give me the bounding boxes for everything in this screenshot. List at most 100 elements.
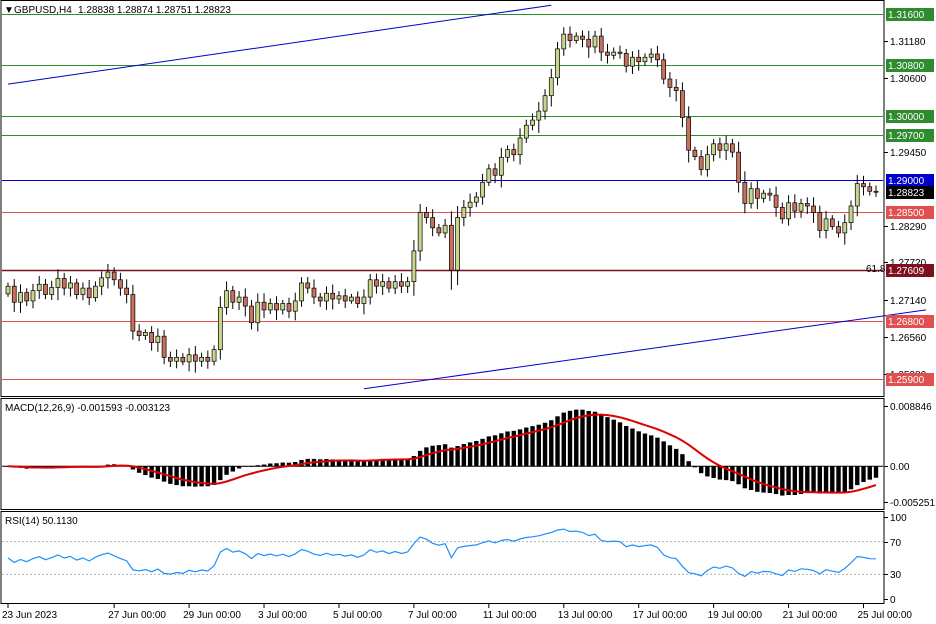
macd-bar bbox=[536, 424, 541, 467]
candle bbox=[511, 143, 517, 162]
macd-bar bbox=[530, 426, 535, 467]
candle bbox=[873, 185, 879, 197]
macd-bar bbox=[230, 466, 236, 472]
bear-candle-body bbox=[286, 303, 292, 312]
candle bbox=[449, 211, 454, 290]
candle bbox=[274, 296, 279, 320]
bear-candle-body bbox=[74, 282, 80, 295]
candle bbox=[186, 348, 192, 372]
bear-candle-body bbox=[492, 168, 498, 176]
macd-bar bbox=[130, 466, 136, 470]
candle bbox=[361, 289, 367, 315]
price-tick-label: 1.29450 bbox=[890, 148, 927, 159]
candle bbox=[692, 146, 698, 161]
macd-bar bbox=[574, 409, 579, 467]
bull-candle-body bbox=[798, 203, 804, 212]
bear-candle-body bbox=[586, 38, 592, 48]
candle bbox=[249, 299, 254, 330]
macd-bar bbox=[605, 417, 610, 467]
candle bbox=[280, 299, 286, 315]
candle bbox=[436, 223, 442, 237]
bull-candle-body bbox=[380, 281, 386, 287]
macd-bar bbox=[499, 433, 504, 467]
macd-bar bbox=[661, 441, 666, 467]
bull-candle-body bbox=[405, 281, 411, 287]
macd-bar bbox=[642, 433, 648, 467]
bear-candle-body bbox=[773, 194, 779, 208]
candle bbox=[467, 193, 473, 217]
candle bbox=[80, 282, 86, 301]
bear-candle-body bbox=[149, 332, 154, 343]
bull-candle-body bbox=[592, 35, 598, 48]
bull-candle-body bbox=[155, 335, 161, 343]
candle bbox=[717, 137, 723, 159]
price-level-tags: 1.31600 1.30800 1.30000 1.29700 1.290001.288… bbox=[886, 8, 934, 386]
candle bbox=[442, 218, 448, 239]
bear-candle-body bbox=[567, 33, 573, 41]
price-panel[interactable]: 1.31180 1.30600 1.29450 1.28290 1.27720 1.271… bbox=[0, 0, 934, 397]
candle bbox=[374, 273, 379, 294]
macd-bar bbox=[211, 466, 217, 485]
macd-bar bbox=[611, 419, 616, 467]
macd-bar bbox=[143, 466, 148, 476]
bear-candle-body bbox=[136, 330, 142, 336]
candle bbox=[330, 284, 336, 310]
bear-candle-body bbox=[436, 227, 442, 234]
macd-bar bbox=[592, 411, 598, 467]
candle bbox=[43, 279, 48, 300]
candle bbox=[267, 298, 273, 314]
candle bbox=[773, 186, 779, 217]
bear-candle-body bbox=[623, 53, 629, 67]
macd-bar bbox=[399, 458, 404, 467]
level-tag-text: 1.30000 bbox=[888, 112, 925, 123]
candle bbox=[854, 175, 860, 217]
macd-bar bbox=[442, 444, 448, 467]
candle bbox=[517, 128, 523, 165]
macd-panel[interactable]: 0.008846 0.00 -0.005251 MACD(12,26,9) -0.0… bbox=[0, 398, 935, 510]
time-tick-label: 21 Jul 00:00 bbox=[783, 610, 838, 621]
price-tick-label: 1.28290 bbox=[890, 222, 927, 233]
macd-bar bbox=[836, 466, 841, 493]
bear-candle-body bbox=[24, 292, 30, 302]
bear-candle-body bbox=[118, 279, 123, 289]
macd-bar bbox=[736, 466, 741, 485]
candle bbox=[542, 89, 548, 120]
price-levels bbox=[2, 14, 883, 380]
macd-bar bbox=[492, 435, 498, 467]
candle bbox=[130, 284, 136, 340]
macd-bar bbox=[386, 458, 392, 467]
bear-candle-body bbox=[779, 206, 785, 220]
bull-candle-body bbox=[761, 192, 766, 199]
candle bbox=[573, 32, 579, 44]
macd-bar bbox=[755, 466, 760, 492]
candle bbox=[55, 269, 61, 301]
candle bbox=[405, 276, 411, 293]
candle bbox=[155, 328, 161, 352]
rsi-axis: 100 70 30 0 bbox=[884, 513, 907, 606]
macd-bar bbox=[798, 466, 804, 494]
bear-candle-body bbox=[249, 305, 254, 324]
macd-axis: 0.008846 0.00 -0.005251 bbox=[884, 402, 935, 509]
rsi-panel[interactable]: 100 70 30 0 RSI(14) 50.1130 bbox=[0, 511, 907, 607]
macd-bar bbox=[318, 459, 323, 467]
macd-bar bbox=[855, 466, 860, 486]
candle bbox=[742, 171, 748, 214]
bull-candle-body bbox=[467, 201, 473, 208]
macd-bar bbox=[174, 466, 179, 486]
candle bbox=[136, 324, 142, 342]
candle bbox=[205, 350, 211, 369]
candle bbox=[623, 48, 629, 73]
candle bbox=[661, 53, 667, 85]
macd-bar bbox=[542, 422, 548, 467]
candle bbox=[836, 220, 841, 238]
candle bbox=[161, 329, 167, 365]
candle bbox=[311, 279, 317, 304]
bear-candle-body bbox=[386, 281, 392, 289]
candle bbox=[636, 49, 642, 71]
macd-bar bbox=[243, 466, 248, 467]
candle bbox=[473, 192, 479, 208]
level-tag bbox=[886, 129, 934, 142]
bull-candle-body bbox=[523, 124, 529, 139]
bear-candle-body bbox=[736, 151, 741, 183]
